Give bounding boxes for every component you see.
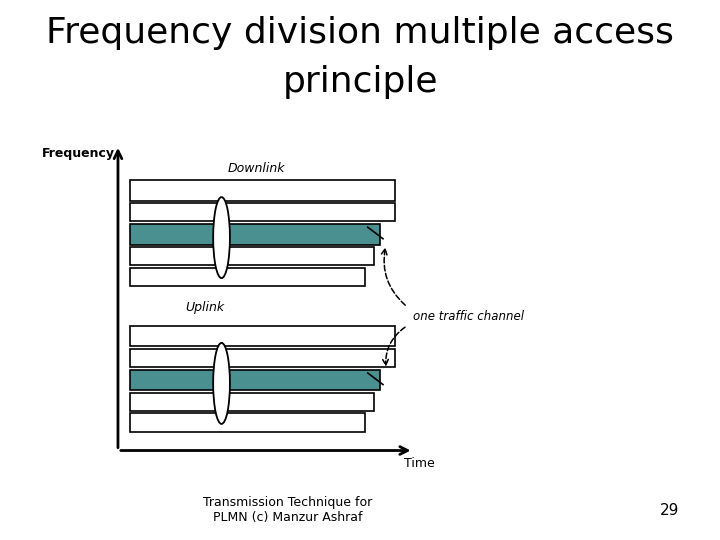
- Text: Time: Time: [404, 457, 435, 470]
- Bar: [130, 224, 380, 245]
- Text: Uplink: Uplink: [185, 301, 224, 314]
- Bar: [130, 393, 374, 411]
- Bar: [130, 268, 365, 286]
- Ellipse shape: [213, 197, 230, 278]
- Ellipse shape: [213, 343, 230, 424]
- Text: Frequency division multiple access: Frequency division multiple access: [46, 16, 674, 50]
- Bar: [130, 203, 395, 221]
- Bar: [130, 326, 395, 346]
- Bar: [130, 247, 374, 265]
- Text: Frequency: Frequency: [42, 147, 115, 160]
- Bar: [130, 414, 365, 432]
- Text: one traffic channel: one traffic channel: [413, 310, 524, 323]
- Bar: [130, 369, 380, 390]
- Text: Downlink: Downlink: [228, 162, 285, 175]
- Text: 29: 29: [660, 503, 679, 518]
- Text: Transmission Technique for
PLMN (c) Manzur Ashraf: Transmission Technique for PLMN (c) Manz…: [203, 496, 373, 524]
- Bar: [130, 180, 395, 200]
- Text: principle: principle: [282, 65, 438, 99]
- Bar: [130, 349, 395, 367]
